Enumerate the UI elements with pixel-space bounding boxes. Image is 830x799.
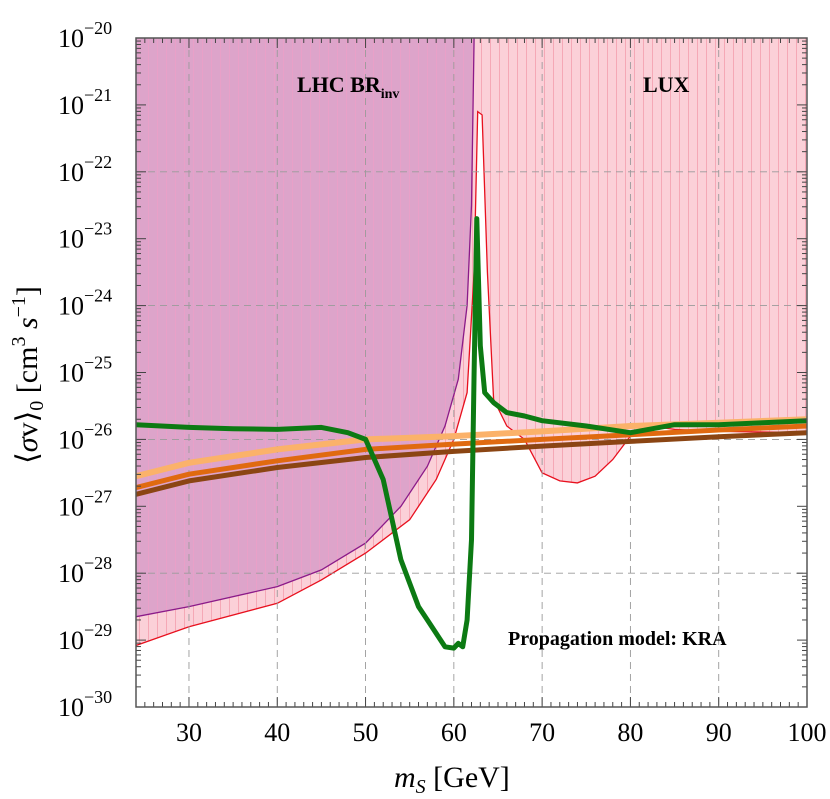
plot-frame	[135, 37, 808, 708]
x-tick-label: 60	[441, 718, 467, 747]
grid-lines	[136, 38, 807, 707]
series-line-band-lower	[136, 430, 807, 497]
x-tick-label: 30	[176, 718, 202, 747]
y-tick-label: 10−23	[58, 219, 112, 254]
x-tick-label: 80	[617, 718, 643, 747]
y-tick-label: 10−21	[58, 85, 112, 120]
region-label-lhc: LHC BRinv	[297, 72, 399, 102]
y-tick-label: 10−30	[58, 687, 112, 722]
x-tick-label: 70	[529, 718, 555, 747]
series-lines	[136, 216, 807, 651]
axis-ticks	[136, 38, 808, 708]
propagation-model-annotation: Propagation model: KRA	[508, 628, 727, 650]
y-tick-label: 10−28	[58, 553, 112, 588]
series-line-relic	[136, 216, 807, 651]
x-tick-label: 40	[264, 718, 290, 747]
lhc-label-subscript: inv	[381, 87, 400, 102]
x-tick-label: 90	[706, 718, 732, 747]
y-tick-label: 10−20	[58, 18, 112, 53]
region-label-lux: LUX	[643, 72, 690, 97]
y-axis-title: ⟨σv⟩0 [cm3 s−1]	[8, 286, 48, 464]
region-fill-lhc	[136, 38, 475, 617]
y-tick-label: 10−25	[58, 353, 112, 388]
y-tick-label: 10−24	[58, 286, 112, 321]
lhc-label-main: LHC BR	[297, 72, 382, 97]
x-tick-labels: 30 40 50 60 70 80 90 100	[176, 718, 827, 747]
x-tick-label: 50	[353, 718, 379, 747]
series-line-band-mid	[136, 423, 807, 491]
region-boundary-lhc	[136, 38, 475, 618]
y-tick-label: 10−22	[58, 152, 112, 187]
y-tick-label: 10−29	[58, 620, 112, 655]
excluded-regions	[136, 38, 807, 647]
y-tick-label: 10−27	[58, 486, 112, 521]
x-axis-title: mS [GeV]	[394, 761, 510, 798]
x-tick-label: 100	[788, 718, 827, 747]
y-tick-label: 10−26	[58, 419, 112, 454]
y-tick-labels: 10−30 10−29 10−28 10−27 10−26 10−25 10−24 10−23…	[58, 18, 112, 722]
